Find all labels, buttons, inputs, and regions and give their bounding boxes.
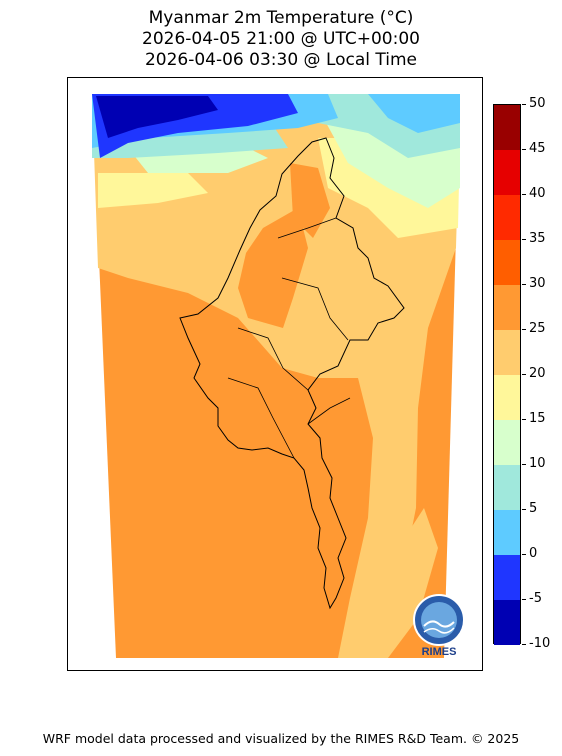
colorbar-tick bbox=[522, 599, 526, 600]
footer-credit: WRF model data processed and visualized … bbox=[42, 731, 520, 746]
colorbar-tick-label: 25 bbox=[529, 321, 546, 336]
map-frame bbox=[67, 77, 483, 671]
temperature-map bbox=[92, 94, 460, 658]
colorbar-tick-label: 45 bbox=[529, 141, 546, 156]
colorbar-segment bbox=[494, 195, 520, 240]
colorbar-tick-label: -5 bbox=[529, 591, 542, 606]
colorbar-tick bbox=[522, 374, 526, 375]
colorbar-tick bbox=[522, 104, 526, 105]
colorbar-segment bbox=[494, 240, 520, 285]
region-0-5-b bbox=[368, 94, 460, 133]
colorbar-segment bbox=[494, 105, 520, 150]
colorbar-segment bbox=[494, 420, 520, 465]
colorbar-segment bbox=[494, 600, 520, 645]
colorbar-tick-label: 5 bbox=[529, 501, 538, 516]
colorbar-tick bbox=[522, 149, 526, 150]
region-20-25 bbox=[92, 94, 460, 658]
colorbar-tick-label: -10 bbox=[529, 636, 551, 651]
colorbar-tick bbox=[522, 194, 526, 195]
title-line-3: 2026-04-06 03:30 @ Local Time bbox=[144, 50, 418, 70]
colorbar-tick-label: 30 bbox=[529, 276, 546, 291]
internal-boundaries bbox=[227, 217, 351, 459]
colorbar-segment bbox=[494, 285, 520, 330]
colorbar-tick-label: 40 bbox=[529, 186, 546, 201]
title-line-2: 2026-04-05 21:00 @ UTC+00:00 bbox=[142, 29, 420, 49]
colorbar-tick-label: 20 bbox=[529, 366, 546, 381]
colorbar-segment bbox=[494, 330, 520, 375]
colorbar-tick bbox=[522, 284, 526, 285]
colorbar-tick-label: 35 bbox=[529, 231, 546, 246]
colorbar-tick bbox=[522, 239, 526, 240]
region-south-20-25 bbox=[368, 508, 438, 658]
colorbar-tick bbox=[522, 464, 526, 465]
colorbar-tick-label: 0 bbox=[529, 546, 538, 561]
region-15-20-b bbox=[98, 173, 208, 208]
colorbar-tick bbox=[522, 554, 526, 555]
colorbar-segment bbox=[494, 510, 520, 555]
colorbar-tick-label: 50 bbox=[529, 96, 546, 111]
chart-title: Myanmar 2m Temperature (°C) 2026-04-05 2… bbox=[0, 8, 562, 71]
myanmar-border bbox=[179, 137, 405, 610]
colorbar bbox=[493, 104, 521, 645]
rimes-logo: RIMES bbox=[406, 590, 472, 660]
globe-icon bbox=[413, 594, 465, 646]
colorbar-tick bbox=[522, 419, 526, 420]
colorbar-tick bbox=[522, 509, 526, 510]
colorbar-tick bbox=[522, 329, 526, 330]
logo-text: RIMES bbox=[421, 646, 457, 658]
colorbar-segment bbox=[494, 465, 520, 510]
colorbar-tick-label: 10 bbox=[529, 456, 546, 471]
region-neg10-neg5 bbox=[96, 96, 218, 138]
colorbar-segment bbox=[494, 555, 520, 600]
colorbar-segment bbox=[494, 375, 520, 420]
title-line-1: Myanmar 2m Temperature (°C) bbox=[148, 8, 414, 28]
colorbar-tick-label: 15 bbox=[529, 411, 546, 426]
colorbar-segment bbox=[494, 150, 520, 195]
colorbar-tick bbox=[522, 644, 526, 645]
region-30-35 bbox=[238, 208, 308, 328]
region-30-35-b bbox=[290, 163, 330, 238]
